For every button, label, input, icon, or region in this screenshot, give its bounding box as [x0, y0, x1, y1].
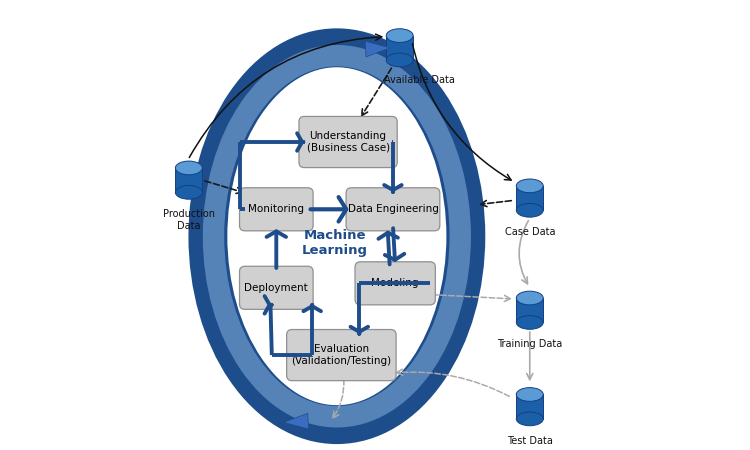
Text: Machine
Learning: Machine Learning: [302, 229, 368, 257]
Text: Deployment: Deployment: [244, 283, 308, 293]
FancyBboxPatch shape: [386, 36, 413, 60]
FancyBboxPatch shape: [516, 395, 543, 419]
FancyBboxPatch shape: [176, 168, 202, 192]
FancyBboxPatch shape: [516, 298, 543, 323]
FancyBboxPatch shape: [355, 262, 435, 305]
FancyBboxPatch shape: [299, 117, 398, 167]
Ellipse shape: [217, 60, 457, 412]
Polygon shape: [365, 41, 390, 57]
Text: Monitoring: Monitoring: [248, 204, 304, 214]
FancyBboxPatch shape: [239, 266, 313, 309]
Text: Production
Data: Production Data: [163, 209, 214, 231]
Ellipse shape: [516, 412, 543, 426]
FancyBboxPatch shape: [239, 188, 313, 231]
Text: Understanding
(Business Case): Understanding (Business Case): [307, 131, 390, 153]
Text: Data Engineering: Data Engineering: [347, 204, 439, 214]
Ellipse shape: [386, 29, 413, 42]
Ellipse shape: [176, 185, 202, 199]
Text: Modeling: Modeling: [371, 278, 419, 288]
Polygon shape: [284, 413, 308, 429]
Ellipse shape: [516, 291, 543, 305]
Ellipse shape: [516, 387, 543, 401]
Text: Evaluation
(Validation/Testing): Evaluation (Validation/Testing): [291, 344, 392, 366]
Ellipse shape: [516, 179, 543, 193]
Text: Test Data: Test Data: [507, 436, 553, 446]
Ellipse shape: [516, 315, 543, 329]
Ellipse shape: [176, 161, 202, 175]
Text: Available Data: Available Data: [385, 75, 455, 85]
FancyBboxPatch shape: [516, 186, 543, 210]
Ellipse shape: [386, 53, 413, 67]
Ellipse shape: [516, 203, 543, 217]
Text: Case Data: Case Data: [505, 227, 555, 237]
FancyBboxPatch shape: [346, 188, 439, 231]
Text: Training Data: Training Data: [497, 339, 562, 349]
FancyBboxPatch shape: [286, 329, 396, 381]
